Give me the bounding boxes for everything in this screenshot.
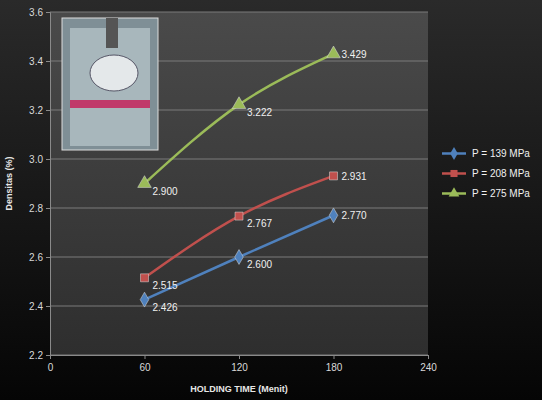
data-label: 2.767 (247, 218, 272, 229)
legend-marker (450, 170, 457, 177)
y-tick: 3.6 (29, 7, 50, 18)
data-label: 2.931 (342, 171, 367, 182)
marker (327, 46, 341, 58)
marker (141, 274, 149, 282)
x-tick: 180 (326, 355, 343, 373)
y-tick: 3.0 (29, 154, 50, 165)
inset-photo (62, 18, 158, 150)
x-tick-mark (334, 355, 335, 359)
x-tick-mark (239, 355, 240, 359)
marker (330, 172, 338, 180)
grid-line (50, 306, 428, 307)
x-axis: 0 60 120 180 240 (48, 355, 438, 373)
y-tick-mark (46, 110, 50, 111)
chart: 0 60 120 180 240 2.2 2.4 2.6 2.8 3.0 3.2 3.4 3.6 2.42… (0, 0, 542, 400)
y-tick: 2.6 (29, 252, 50, 263)
data-label: 2.426 (153, 302, 178, 313)
data-label: 3.429 (342, 49, 367, 60)
x-tick-mark (428, 355, 429, 359)
x-tick-mark (145, 355, 146, 359)
grid-line (50, 12, 428, 13)
y-tick-mark (46, 61, 50, 62)
y-tick-label: 3.6 (29, 7, 43, 18)
data-label: 2.900 (153, 186, 178, 197)
marker (235, 212, 243, 220)
y-tick-label: 3.2 (29, 105, 43, 116)
y-tick-mark (46, 12, 50, 13)
legend-item: P = 139 MPa (442, 147, 530, 160)
y-axis-title: Densitas (%) (4, 156, 14, 210)
plot-marks (138, 46, 341, 307)
legend-marker (450, 147, 458, 160)
y-tick-label: 2.4 (29, 301, 43, 312)
plot-area (50, 12, 428, 355)
y-tick-mark (46, 159, 50, 160)
x-axis-line (51, 356, 429, 360)
marker (138, 176, 152, 188)
data-labels: 2.426 2.600 2.770 2.515 2.767 2.931 2.900 3.222… (153, 49, 367, 313)
marker (140, 292, 149, 307)
legend-label: P = 208 MPa (472, 168, 530, 179)
y-tick: 3.4 (29, 56, 50, 67)
y-tick: 2.4 (29, 301, 50, 312)
x-tick: 60 (139, 355, 151, 373)
y-tick: 3.2 (29, 105, 50, 116)
x-tick-label: 0 (48, 362, 54, 373)
marker (232, 97, 246, 109)
data-label: 2.600 (247, 259, 272, 270)
y-tick-label: 3.0 (29, 154, 43, 165)
x-tick-label: 180 (326, 362, 343, 373)
x-tick-label: 60 (139, 362, 151, 373)
x-tick: 0 (48, 355, 54, 373)
grid-line (50, 159, 428, 160)
legend: P = 139 MPa P = 208 MPa P = 275 MPa (442, 147, 530, 199)
background (0, 0, 542, 400)
y-tick-mark (46, 355, 50, 356)
y-tick-label: 3.4 (29, 56, 43, 67)
series-line (145, 54, 334, 184)
legend-item: P = 208 MPa (442, 168, 530, 179)
y-axis: 2.2 2.4 2.6 2.8 3.0 3.2 3.4 3.6 (29, 7, 50, 361)
marker (329, 208, 338, 223)
y-tick-mark (46, 208, 50, 209)
x-tick: 120 (231, 355, 248, 373)
x-tick-label: 240 (420, 362, 437, 373)
y-tick: 2.8 (29, 203, 50, 214)
series-line (145, 176, 334, 278)
y-tick-mark (46, 257, 50, 258)
data-label: 3.222 (247, 107, 272, 118)
marker (235, 250, 244, 265)
grid-line (50, 208, 428, 209)
y-tick-mark (46, 306, 50, 307)
y-tick-label: 2.6 (29, 252, 43, 263)
legend-label: P = 275 MPa (472, 188, 530, 199)
legend-marker (449, 187, 460, 196)
y-axis-line (46, 13, 51, 356)
data-label: 2.515 (153, 280, 178, 291)
data-label: 2.770 (342, 210, 367, 221)
legend-item: P = 275 MPa (442, 187, 530, 199)
y-tick: 2.2 (29, 350, 50, 361)
y-tick-label: 2.2 (29, 350, 43, 361)
y-tick-label: 2.8 (29, 203, 43, 214)
legend-label: P = 139 MPa (472, 148, 530, 159)
x-tick: 240 (420, 355, 437, 373)
x-axis-title: HOLDING TIME (Menit) (190, 384, 288, 394)
x-tick-label: 120 (231, 362, 248, 373)
